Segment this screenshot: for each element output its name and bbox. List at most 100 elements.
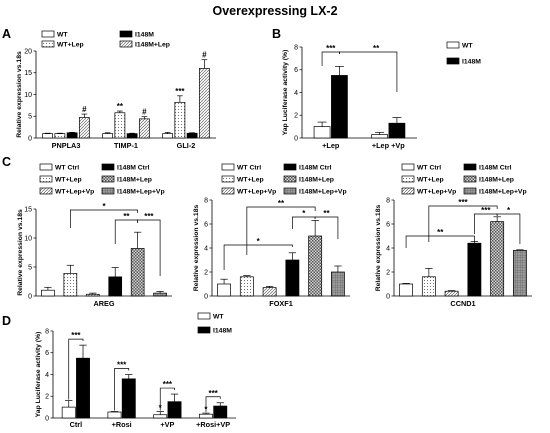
y-tick-label: 4 (204, 245, 208, 252)
significance-mark: # (82, 105, 87, 114)
panel-letter-a: A (2, 27, 11, 41)
bar (331, 271, 345, 297)
y-tick-label: 4 (386, 245, 390, 252)
legend-label: WT+Lep+Vp (237, 189, 276, 196)
legend-label: WT Ctrl (417, 165, 441, 172)
legend-label: WT (462, 43, 473, 50)
legend-label: WT Ctrl (237, 165, 261, 172)
legend-swatch (101, 187, 115, 195)
legend-swatch (401, 163, 415, 171)
bar (167, 401, 182, 419)
legend-swatch (221, 163, 235, 171)
x-tick-label: PNPLA3 (52, 141, 81, 150)
y-tick-label: 0 (28, 293, 32, 300)
legend-swatch (39, 187, 53, 195)
significance-mark: # (202, 51, 207, 60)
bar (85, 293, 100, 297)
bar (66, 132, 78, 139)
bar (63, 273, 78, 297)
y-tick-label: 8 (386, 197, 390, 204)
x-tick-label: Ctrl (70, 420, 83, 429)
legend-swatch (401, 187, 415, 195)
figure-title-group: Overexpressing LX-2 (212, 4, 337, 18)
significance-mark: * (257, 237, 261, 246)
significance-bracket (428, 205, 498, 242)
bar (76, 357, 90, 419)
bar (467, 242, 482, 297)
y-tick-label: 4 (45, 372, 49, 379)
y-tick-label: 2 (204, 269, 208, 276)
significance-bracket (292, 216, 316, 229)
bar (138, 118, 150, 139)
x-tick-label: +Rosi (112, 420, 132, 429)
y-tick-label: 0 (45, 415, 49, 422)
y-tick-label: 0 (294, 135, 298, 142)
bar (186, 132, 198, 139)
y-tick-label: 10 (24, 235, 32, 242)
legend-label: I148M Ctrl (479, 165, 512, 172)
bar (41, 289, 55, 297)
y-tick-label: 2 (294, 113, 298, 120)
significance-bracket (68, 338, 84, 400)
legend-label: I148M+Lep (117, 177, 152, 184)
legend-label: I148M (462, 59, 481, 66)
bar (399, 283, 413, 297)
bar (174, 101, 186, 139)
bar (198, 68, 210, 139)
y-axis-label: Relative expression vs.18s (193, 205, 200, 292)
y-tick-label: 8 (45, 328, 49, 335)
legend-label: I148M (213, 328, 232, 335)
bar (108, 276, 123, 297)
legend-label: WT+Lep (57, 42, 84, 49)
x-tick-label: GLI-2 (177, 141, 196, 150)
y-tick-label: 6 (204, 221, 208, 228)
bar (114, 112, 126, 139)
legend-swatch (463, 187, 477, 195)
significance-bracket (69, 209, 139, 228)
bar (126, 133, 138, 139)
y-axis-label: Relative expression vs.18s (17, 209, 24, 296)
legend-swatch (463, 163, 477, 171)
y-tick-label: 20 (24, 48, 32, 55)
legend-swatch (283, 163, 297, 171)
y-tick-label: 15 (24, 70, 32, 77)
y-tick-label: 2 (45, 394, 49, 401)
significance-mark: *** (326, 44, 336, 53)
significance-bracket (137, 219, 161, 276)
bar (102, 133, 114, 139)
significance-mark: * (507, 206, 511, 215)
significance-mark: # (142, 108, 147, 117)
y-tick-label: 6 (45, 350, 49, 357)
panel-letter-b: B (272, 27, 281, 41)
significance-mark: ** (437, 228, 444, 237)
legend-swatch (101, 175, 115, 183)
legend-swatch (283, 175, 297, 183)
bar (217, 283, 231, 297)
bar (313, 126, 331, 139)
legend-label: I148M+Lep (135, 42, 170, 49)
y-tick-label: 0 (28, 135, 32, 142)
legend-swatch (463, 175, 477, 183)
bar (444, 290, 459, 297)
legend-swatch (39, 163, 53, 171)
y-axis-label: Relative expression vs.18s (16, 51, 23, 138)
legend-swatch (39, 175, 53, 183)
significance-mark: ** (117, 102, 124, 111)
bar (78, 117, 90, 139)
legend-label: WT (213, 314, 224, 321)
bar (331, 75, 348, 139)
y-tick-label: 2 (386, 269, 390, 276)
y-axis-label: Yap Luciferase activity (%) (282, 50, 289, 136)
significance-mark: * (159, 403, 163, 412)
legend-swatch (197, 326, 211, 334)
bar (262, 287, 277, 297)
legend-label: I148M+Lep+Vp (299, 189, 347, 196)
bar (54, 133, 66, 139)
significance-bracket (496, 213, 521, 244)
x-tick-label: +VP (160, 420, 174, 429)
bar (153, 292, 167, 297)
significance-mark: * (302, 209, 306, 218)
